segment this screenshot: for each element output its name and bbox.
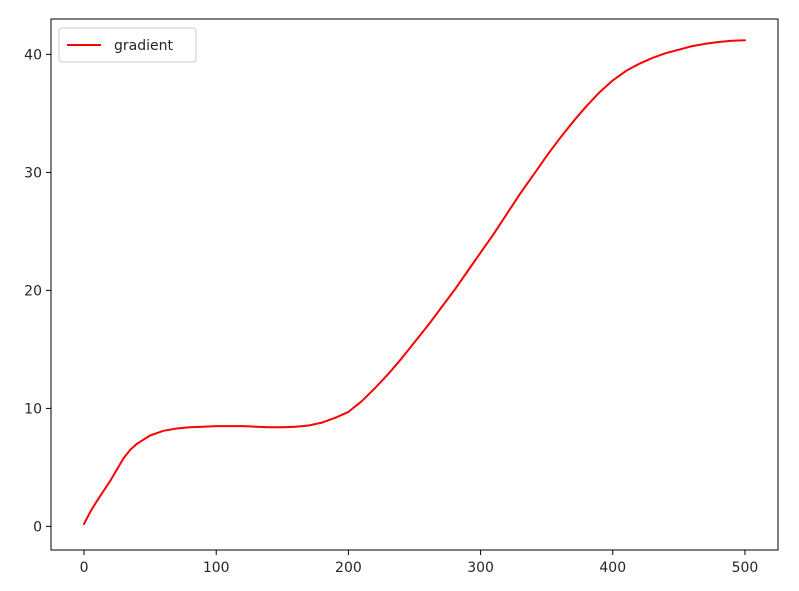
y-tick-label: 0 [33,519,42,535]
ticks-layer: 0 100 200 300 400 500 0 10 20 30 40 [24,47,758,576]
series-line-gradient [83,39,746,525]
y-tick-label: 10 [24,401,42,417]
legend-box [58,27,197,63]
y-tick-label: 20 [24,283,42,299]
y-tick-label: 30 [24,165,42,181]
y-tick-label: 40 [24,47,42,63]
x-tick-label: 0 [80,560,89,576]
x-tick-label: 500 [732,560,759,576]
legend: gradient [58,27,197,63]
x-tick-label: 300 [467,560,494,576]
plot-frame [50,18,779,551]
plot-area [51,19,778,550]
legend-label-gradient: gradient [114,38,173,54]
x-tick-label: 100 [203,560,230,576]
x-tick-label: 200 [335,560,362,576]
x-tick-label: 400 [599,560,626,576]
series-layer [83,39,746,525]
